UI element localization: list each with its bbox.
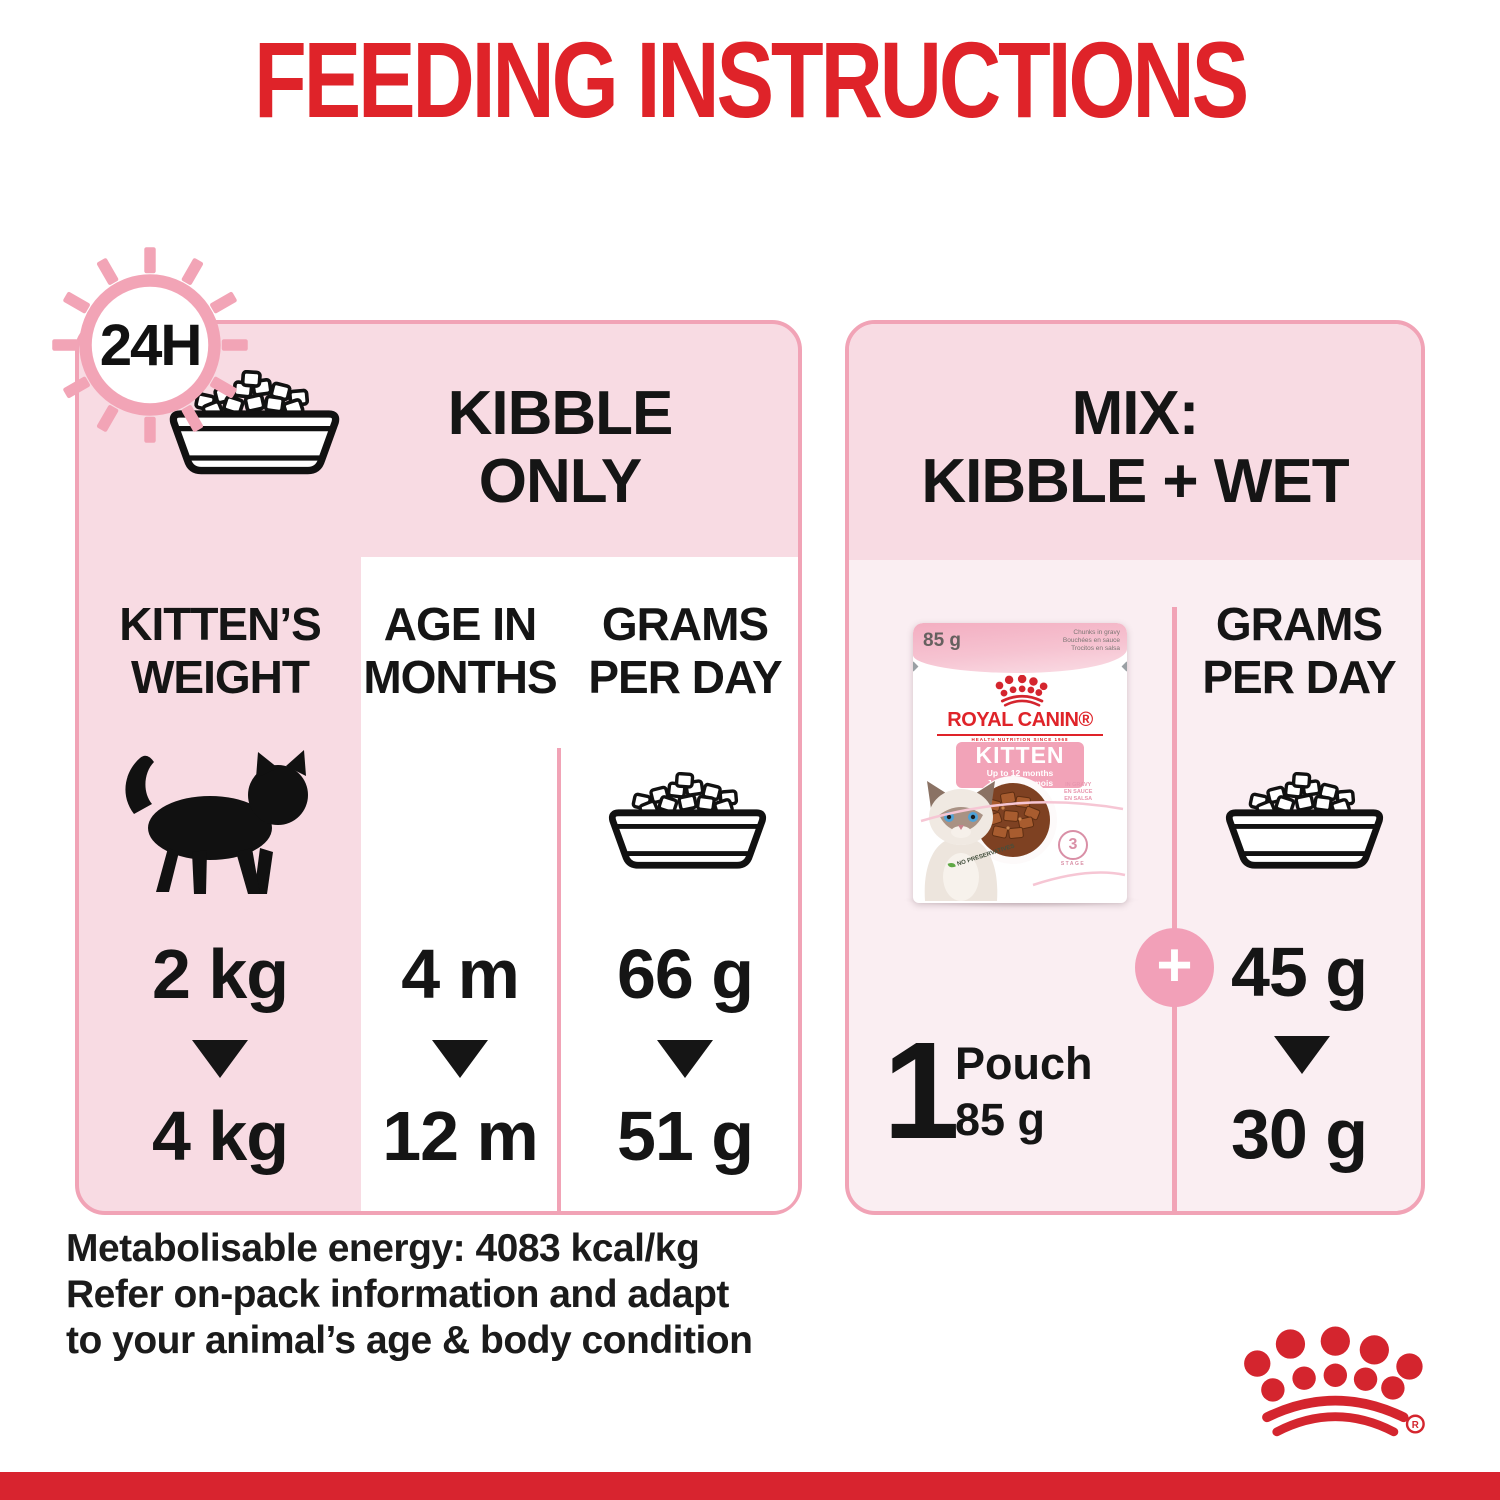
grams-from-value: 66 g: [616, 935, 754, 1013]
pouch-red-rule: [937, 734, 1103, 736]
mix-grams-from-value: 45 g: [1230, 933, 1368, 1011]
mix-grams-per-day-header: GRAMS PER DAY: [1169, 598, 1421, 704]
kitten-wet-pouch: 85 g Chunks in gravy Bouchées en sauce T…: [913, 623, 1127, 903]
pouch-count: 1: [883, 1014, 960, 1168]
pouch-unit-label: Pouch: [955, 1038, 1093, 1089]
footer-line1: Metabolisable energy: 4083 kcal/kg: [66, 1227, 700, 1270]
leaf-icon: [947, 861, 956, 869]
age-to-value: 12 m: [382, 1097, 539, 1175]
footer-note: Metabolisable energy: 4083 kcal/kg Refer…: [66, 1226, 753, 1364]
header-line: WEIGHT: [131, 651, 310, 703]
mix-column-divider: [1172, 607, 1177, 1211]
bottom-red-bar: [0, 1472, 1500, 1500]
gravy-line: EN SAUCE: [1064, 789, 1093, 795]
header-line: KITTEN’S: [119, 598, 322, 650]
pouch-product-name: KITTEN: [975, 742, 1065, 768]
24h-clock-icon: 24H: [52, 247, 248, 443]
mix-panel-header-background: [849, 324, 1421, 560]
pouch-crown-logo: [995, 675, 1048, 707]
page-title: FEEDING INSTRUCTIONS: [253, 19, 1249, 140]
header-line: PER DAY: [588, 651, 782, 703]
header-line: AGE IN: [383, 598, 537, 650]
kibble-column-divider: [557, 748, 561, 1211]
footer-line3: to your animal’s age & body condition: [66, 1319, 753, 1362]
kitten-photo: [924, 781, 998, 901]
footer-line2: Refer on-pack information and adapt: [66, 1273, 729, 1316]
header-line: MONTHS: [363, 651, 557, 703]
plus-circle-icon: +: [1135, 928, 1214, 1007]
desc-line: Chunks in gravy: [1073, 629, 1120, 636]
pouch-pink-band: [913, 623, 1127, 673]
down-arrow-icon: [657, 1040, 713, 1078]
pouch-weight-value: 85 g: [955, 1094, 1046, 1145]
pouch-gravy-text: IN GRAVY EN SAUCE EN SALSA: [1064, 782, 1092, 803]
kitten-silhouette-icon: [125, 750, 308, 894]
age-from-value: 4 m: [401, 935, 520, 1013]
gravy-line: EN SALSA: [1064, 796, 1093, 802]
mix-bowl-icon: [1225, 772, 1384, 869]
mix-kibble-wet-panel: MIX: KIBBLE + WET GRAMS PER DAY: [845, 320, 1425, 1215]
weight-to-value: 4 kg: [151, 1097, 289, 1175]
pouch-description: Chunks in gravy Bouchées en sauce Trocit…: [1063, 629, 1120, 653]
grams-to-value: 51 g: [616, 1097, 754, 1175]
header-line: PER DAY: [1202, 651, 1396, 703]
pouch-brand-name: ROYAL CANIN®: [947, 709, 1093, 731]
mix-title-line1: MIX:: [1071, 379, 1200, 448]
header-line: GRAMS: [1215, 598, 1383, 650]
header-line: GRAMS: [601, 598, 769, 650]
mix-grams-to-value: 30 g: [1230, 1095, 1368, 1173]
pouch-weight-label: 85 g: [923, 630, 962, 651]
down-arrow-icon: [432, 1040, 488, 1078]
pouch-decor-arcs: [920, 801, 1126, 887]
mix-title-line2: KIBBLE + WET: [921, 447, 1349, 516]
desc-line: Trocitos en salsa: [1071, 645, 1120, 652]
column-header-grams-per-day: GRAMS PER DAY: [570, 598, 800, 704]
royal-canin-crown-logo: R: [1244, 1326, 1425, 1437]
pouch-tagline: HEALTH NUTRITION SINCE 1968: [971, 737, 1069, 742]
kibble-only-panel: KIBBLE ONLY KITTEN’S WEIGHT AGE IN MONTH…: [75, 320, 802, 1215]
kibble-title-line2: ONLY: [478, 447, 643, 516]
kibble-table-white-area: [361, 557, 798, 1211]
pouch-stage-badge: 3: [1058, 830, 1088, 860]
grams-bowl-icon: [608, 772, 767, 869]
kibble-panel-title: KIBBLE ONLY: [360, 380, 760, 516]
pouch-stage-label: STAGE: [1060, 861, 1086, 867]
gravy-line: IN GRAVY: [1065, 782, 1092, 788]
column-header-age-in-months: AGE IN MONTHS: [345, 598, 575, 704]
down-arrow-icon: [192, 1040, 248, 1078]
plus-sign: +: [1156, 931, 1193, 1000]
down-arrow-icon: [1274, 1036, 1330, 1074]
weight-from-value: 2 kg: [151, 935, 289, 1013]
column-header-kittens-weight: KITTEN’S WEIGHT: [105, 598, 335, 704]
kibble-title-line1: KIBBLE: [447, 379, 674, 448]
kibble-bowl-icon: [169, 370, 340, 475]
clock-label: 24H: [100, 313, 201, 378]
pouch-sub-line1: Up to 12 months: [986, 768, 1054, 778]
desc-line: Bouchées en sauce: [1062, 637, 1120, 644]
mix-panel-title: MIX: KIBBLE + WET: [849, 380, 1421, 516]
registered-mark: R: [1412, 1420, 1419, 1431]
